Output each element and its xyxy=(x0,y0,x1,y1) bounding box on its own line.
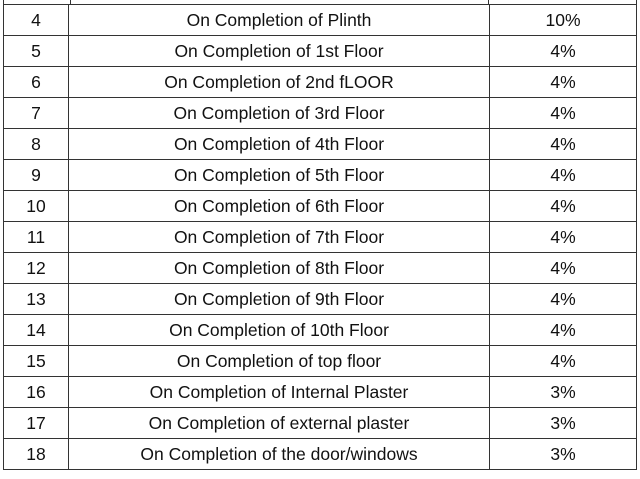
stage-cell: On Completion of 3rd Floor xyxy=(68,97,490,129)
percent-cell: 3% xyxy=(489,438,637,470)
percent-cell: 4% xyxy=(489,314,637,346)
table-row: 4 On Completion of Plinth 10% xyxy=(3,4,637,36)
stage-cell: On Completion of external plaster xyxy=(68,407,490,439)
table-row: 10 On Completion of 6th Floor 4% xyxy=(3,190,637,222)
table-row: 18 On Completion of the door/windows 3% xyxy=(3,438,637,470)
row-number-cell: 13 xyxy=(3,283,69,315)
row-number-cell: 7 xyxy=(3,97,69,129)
percent-cell: 4% xyxy=(489,97,637,129)
percent-cell: 4% xyxy=(489,66,637,98)
percent-cell: 3% xyxy=(489,376,637,408)
stage-cell: On Completion of 8th Floor xyxy=(68,252,490,284)
table-row: 6 On Completion of 2nd fLOOR 4% xyxy=(3,66,637,98)
row-number-cell: 12 xyxy=(3,252,69,284)
table-row: 8 On Completion of 4th Floor 4% xyxy=(3,128,637,160)
table-row: 13 On Completion of 9th Floor 4% xyxy=(3,283,637,315)
row-number-cell: 8 xyxy=(3,128,69,160)
previous-row-fragment xyxy=(3,0,637,4)
stage-cell: On Completion of 2nd fLOOR xyxy=(68,66,490,98)
payment-schedule-table: 4 On Completion of Plinth 10% 5 On Completio… xyxy=(3,4,637,470)
percent-cell: 10% xyxy=(489,4,637,36)
percent-cell: 4% xyxy=(489,345,637,377)
percent-cell: 3% xyxy=(489,407,637,439)
stage-cell: On Completion of top floor xyxy=(68,345,490,377)
stage-cell: On Completion of Internal Plaster xyxy=(68,376,490,408)
stage-cell: On Completion of 4th Floor xyxy=(68,128,490,160)
percent-cell: 4% xyxy=(489,283,637,315)
row-number-cell: 17 xyxy=(3,407,69,439)
table-row: 9 On Completion of 5th Floor 4% xyxy=(3,159,637,191)
row-number-cell: 14 xyxy=(3,314,69,346)
percent-cell: 4% xyxy=(489,159,637,191)
table-row: 12 On Completion of 8th Floor 4% xyxy=(3,252,637,284)
stage-cell: On Completion of the door/windows xyxy=(68,438,490,470)
row-number-cell: 11 xyxy=(3,221,69,253)
table-row: 15 On Completion of top floor 4% xyxy=(3,345,637,377)
row-number-cell: 10 xyxy=(3,190,69,222)
stage-cell: On Completion of Plinth xyxy=(68,4,490,36)
stage-cell: On Completion of 5th Floor xyxy=(68,159,490,191)
table-row: 11 On Completion of 7th Floor 4% xyxy=(3,221,637,253)
stage-cell: On Completion of 10th Floor xyxy=(68,314,490,346)
stage-cell: On Completion of 7th Floor xyxy=(68,221,490,253)
table-row: 17 On Completion of external plaster 3% xyxy=(3,407,637,439)
percent-cell: 4% xyxy=(489,35,637,67)
percent-cell: 4% xyxy=(489,221,637,253)
row-number-cell: 4 xyxy=(3,4,69,36)
stage-cell: On Completion of 9th Floor xyxy=(68,283,490,315)
percent-cell: 4% xyxy=(489,190,637,222)
row-number-cell: 9 xyxy=(3,159,69,191)
percent-cell: 4% xyxy=(489,128,637,160)
row-number-cell: 6 xyxy=(3,66,69,98)
stage-cell: On Completion of 6th Floor xyxy=(68,190,490,222)
stage-cell: On Completion of 1st Floor xyxy=(68,35,490,67)
table-row: 5 On Completion of 1st Floor 4% xyxy=(3,35,637,67)
table-row: 14 On Completion of 10th Floor 4% xyxy=(3,314,637,346)
percent-cell: 4% xyxy=(489,252,637,284)
table-row: 7 On Completion of 3rd Floor 4% xyxy=(3,97,637,129)
row-number-cell: 5 xyxy=(3,35,69,67)
row-number-cell: 16 xyxy=(3,376,69,408)
row-number-cell: 15 xyxy=(3,345,69,377)
table-row: 16 On Completion of Internal Plaster 3% xyxy=(3,376,637,408)
row-number-cell: 18 xyxy=(3,438,69,470)
